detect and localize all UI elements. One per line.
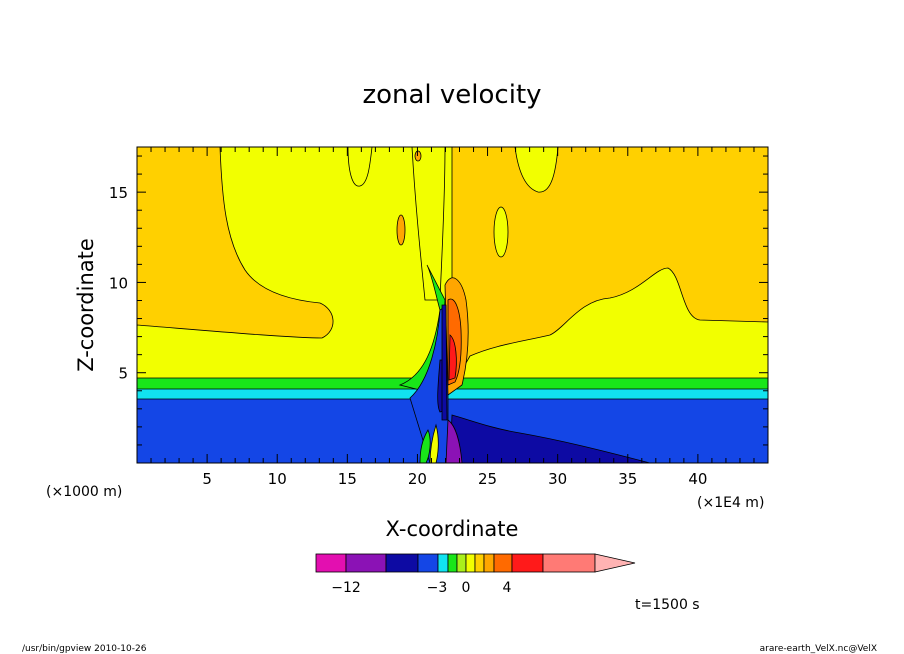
colorbar-segment (447, 553, 458, 573)
colorbar-segment (511, 553, 544, 573)
x-tick-label: 5 (202, 470, 212, 488)
y-tick-label: 10 (109, 274, 128, 292)
colorbar-segment (385, 553, 419, 573)
contour-blob-tiny (414, 150, 422, 162)
colorbar-segment (417, 553, 439, 573)
y-tick-label: 15 (109, 184, 128, 202)
footer-right: arare-earth_VelX.nc@VelX (760, 644, 877, 654)
contour-core-black (441, 304, 448, 421)
y-tick-label: 5 (118, 365, 128, 383)
colorbar-label: 4 (503, 580, 512, 596)
x-tick-label: 25 (478, 470, 497, 488)
colorbar-segment (474, 553, 485, 573)
y-unit-label: (×1E4 m) (697, 495, 764, 511)
time-label: t=1500 s (635, 597, 700, 613)
contour-plume-red (448, 334, 457, 381)
footer-left: /usr/bin/gpview 2010-10-26 (22, 644, 147, 654)
contour-surface-green (419, 429, 431, 463)
colorbar-extend-arrow (594, 553, 636, 573)
contour-blob-yellow-small (493, 206, 509, 258)
x-tick-label: 30 (548, 470, 567, 488)
colorbar-labels: −12 −3 0 4 (331, 580, 511, 596)
contour-tongue-blue (409, 304, 449, 463)
colorbar-segment (542, 553, 596, 573)
colorbar-segment (483, 553, 495, 573)
y-axis-label: Z-coordinate (74, 238, 98, 372)
colorbar-segment (493, 553, 513, 573)
contour-blob-small (396, 214, 406, 246)
contour-surface-yellow (429, 423, 439, 463)
colorbar-segment (437, 553, 449, 573)
y-axis: 5 10 15 (109, 155, 768, 446)
contour-blob-top (347, 147, 373, 187)
colorbar-segment (345, 553, 387, 573)
x-unit-label: (×1000 m) (46, 484, 122, 500)
x-tick-label: 15 (338, 470, 357, 488)
colorbar-segment (315, 553, 347, 573)
plot-area (136, 146, 769, 464)
contour-blob-top-right (514, 147, 559, 193)
x-tick-label: 20 (408, 470, 427, 488)
colorbar-label: −3 (427, 580, 448, 596)
x-axis-label: X-coordinate (386, 517, 519, 541)
colorbar-label: 0 (462, 580, 471, 596)
x-axis: 5 10 15 20 25 30 35 40 (150, 147, 755, 488)
chart-title: zonal velocity (362, 80, 541, 110)
x-tick-label: 35 (618, 470, 637, 488)
plot-frame (136, 146, 769, 464)
x-tick-label: 40 (688, 470, 707, 488)
contour-lower-purple (445, 419, 463, 463)
colorbar-segment (456, 553, 467, 573)
contour-lower-navy (449, 414, 651, 463)
colorbar-segment (465, 553, 476, 573)
colorbar-label: −12 (331, 580, 361, 596)
x-tick-label: 10 (268, 470, 287, 488)
colorbar (315, 553, 636, 573)
